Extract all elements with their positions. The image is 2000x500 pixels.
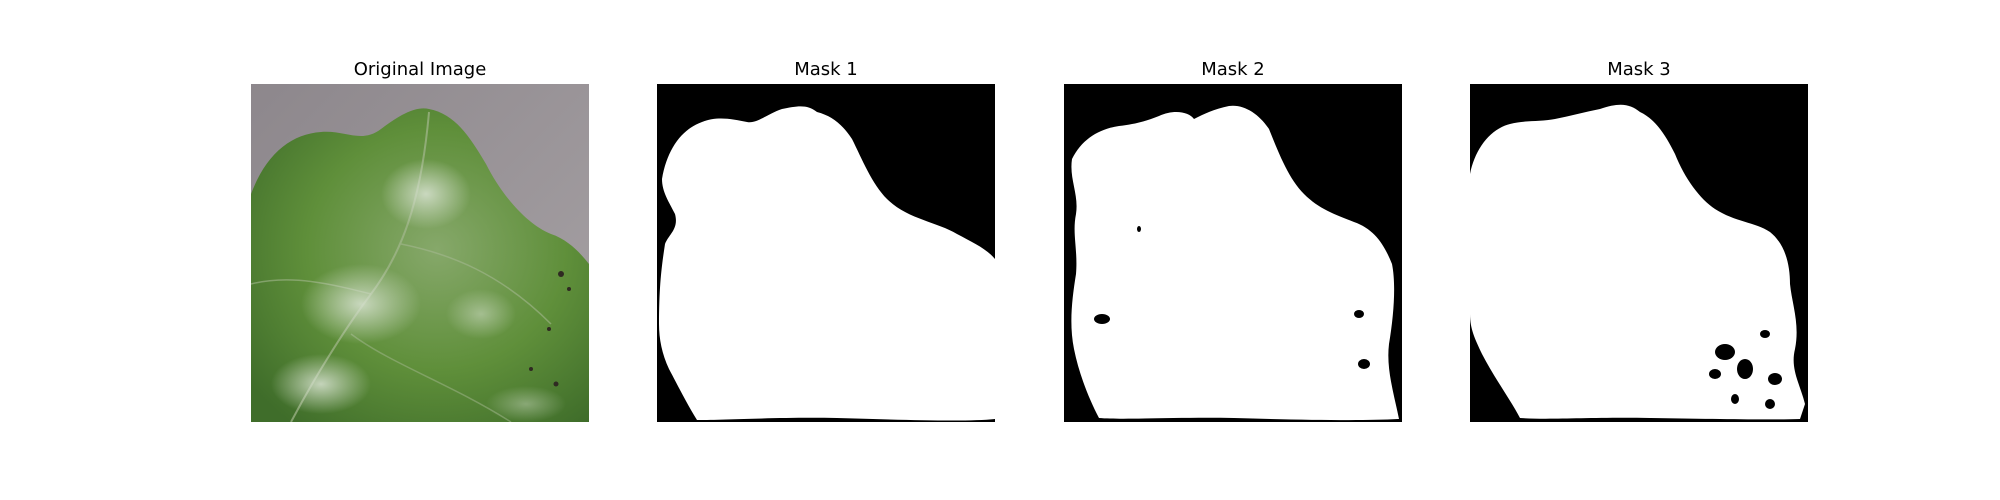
mask-3-region — [1470, 104, 1805, 420]
mask-3-image — [1470, 84, 1808, 422]
panel-mask-3: Mask 3 — [1470, 0, 1808, 500]
panel-title: Mask 1 — [794, 59, 858, 80]
panel-title: Mask 2 — [1201, 59, 1265, 80]
leaf-photo — [251, 84, 589, 422]
panel-mask-1: Mask 1 — [657, 0, 995, 500]
mask-2-image — [1064, 84, 1402, 422]
mask-2-region — [1071, 105, 1399, 421]
panel-original-image: Original Image — [251, 0, 589, 500]
panel-mask-2: Mask 2 — [1064, 0, 1402, 500]
mask-1-region — [659, 106, 995, 421]
mask-1-image — [657, 84, 995, 422]
panel-title: Mask 3 — [1607, 59, 1671, 80]
panel-title: Original Image — [353, 59, 487, 80]
